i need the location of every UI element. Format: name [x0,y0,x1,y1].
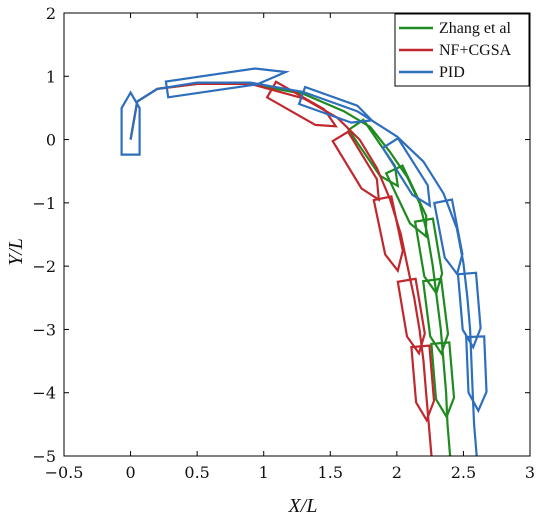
hull-marker-3-2 [381,136,432,208]
x-tick-label: 1.5 [318,463,343,482]
legend: Zhang et al NF+CGSA PID [394,13,530,87]
hull-marker-2-2 [331,130,381,202]
start-hull-marker [120,90,141,156]
hull-marker-3-4 [456,271,482,350]
legend-label: NF+CGSA [439,42,512,59]
hull-marker-2-3 [372,195,404,274]
y-tick-label: −1 [32,194,56,213]
hull-marker-1-4 [421,277,450,356]
hull-marker-1-3 [413,217,444,296]
x-axis-label: X/L [288,495,318,517]
y-tick-label: −5 [32,447,56,466]
x-tick-label: 0 [125,463,135,482]
series-line-1 [129,82,452,456]
y-tick-label: −2 [32,257,56,276]
hull-marker-3-1 [297,85,375,124]
y-tick-label: 2 [46,4,56,23]
hull-marker-3-3 [433,198,464,277]
x-tick-label: 1 [259,463,269,482]
y-tick-label: 0 [46,131,56,150]
y-axis-ticks: 2 1 0 −1 −2 −3 −4 −5 [32,4,530,466]
x-tick-label: 2.5 [451,463,476,482]
y-tick-label: −4 [32,384,56,403]
hull-marker-1-5 [430,341,456,420]
initial-turn-hull [164,67,291,99]
y-tick-label: 1 [46,67,56,86]
y-axis-label: Y/L [5,238,27,266]
x-tick-label: 2 [392,463,402,482]
x-tick-label: −0.5 [45,463,84,482]
plot-frame [63,12,531,457]
hull-marker-2-1 [265,80,338,128]
legend-label: PID [439,64,465,81]
plot-area [63,12,531,457]
hull-marker-2-4 [396,277,426,356]
series-line-3 [129,81,478,456]
x-tick-label: 0.5 [184,463,209,482]
x-axis-ticks: −0.5 0 0.5 1 1.5 2 2.5 3 [45,13,535,482]
y-tick-label: −3 [32,320,56,339]
hull-marker-3-5 [465,335,488,414]
x-tick-label: 3 [525,463,535,482]
series-line-2 [129,82,433,456]
hull-marker-2-5 [410,344,436,423]
legend-label: Zhang et al [439,20,512,37]
